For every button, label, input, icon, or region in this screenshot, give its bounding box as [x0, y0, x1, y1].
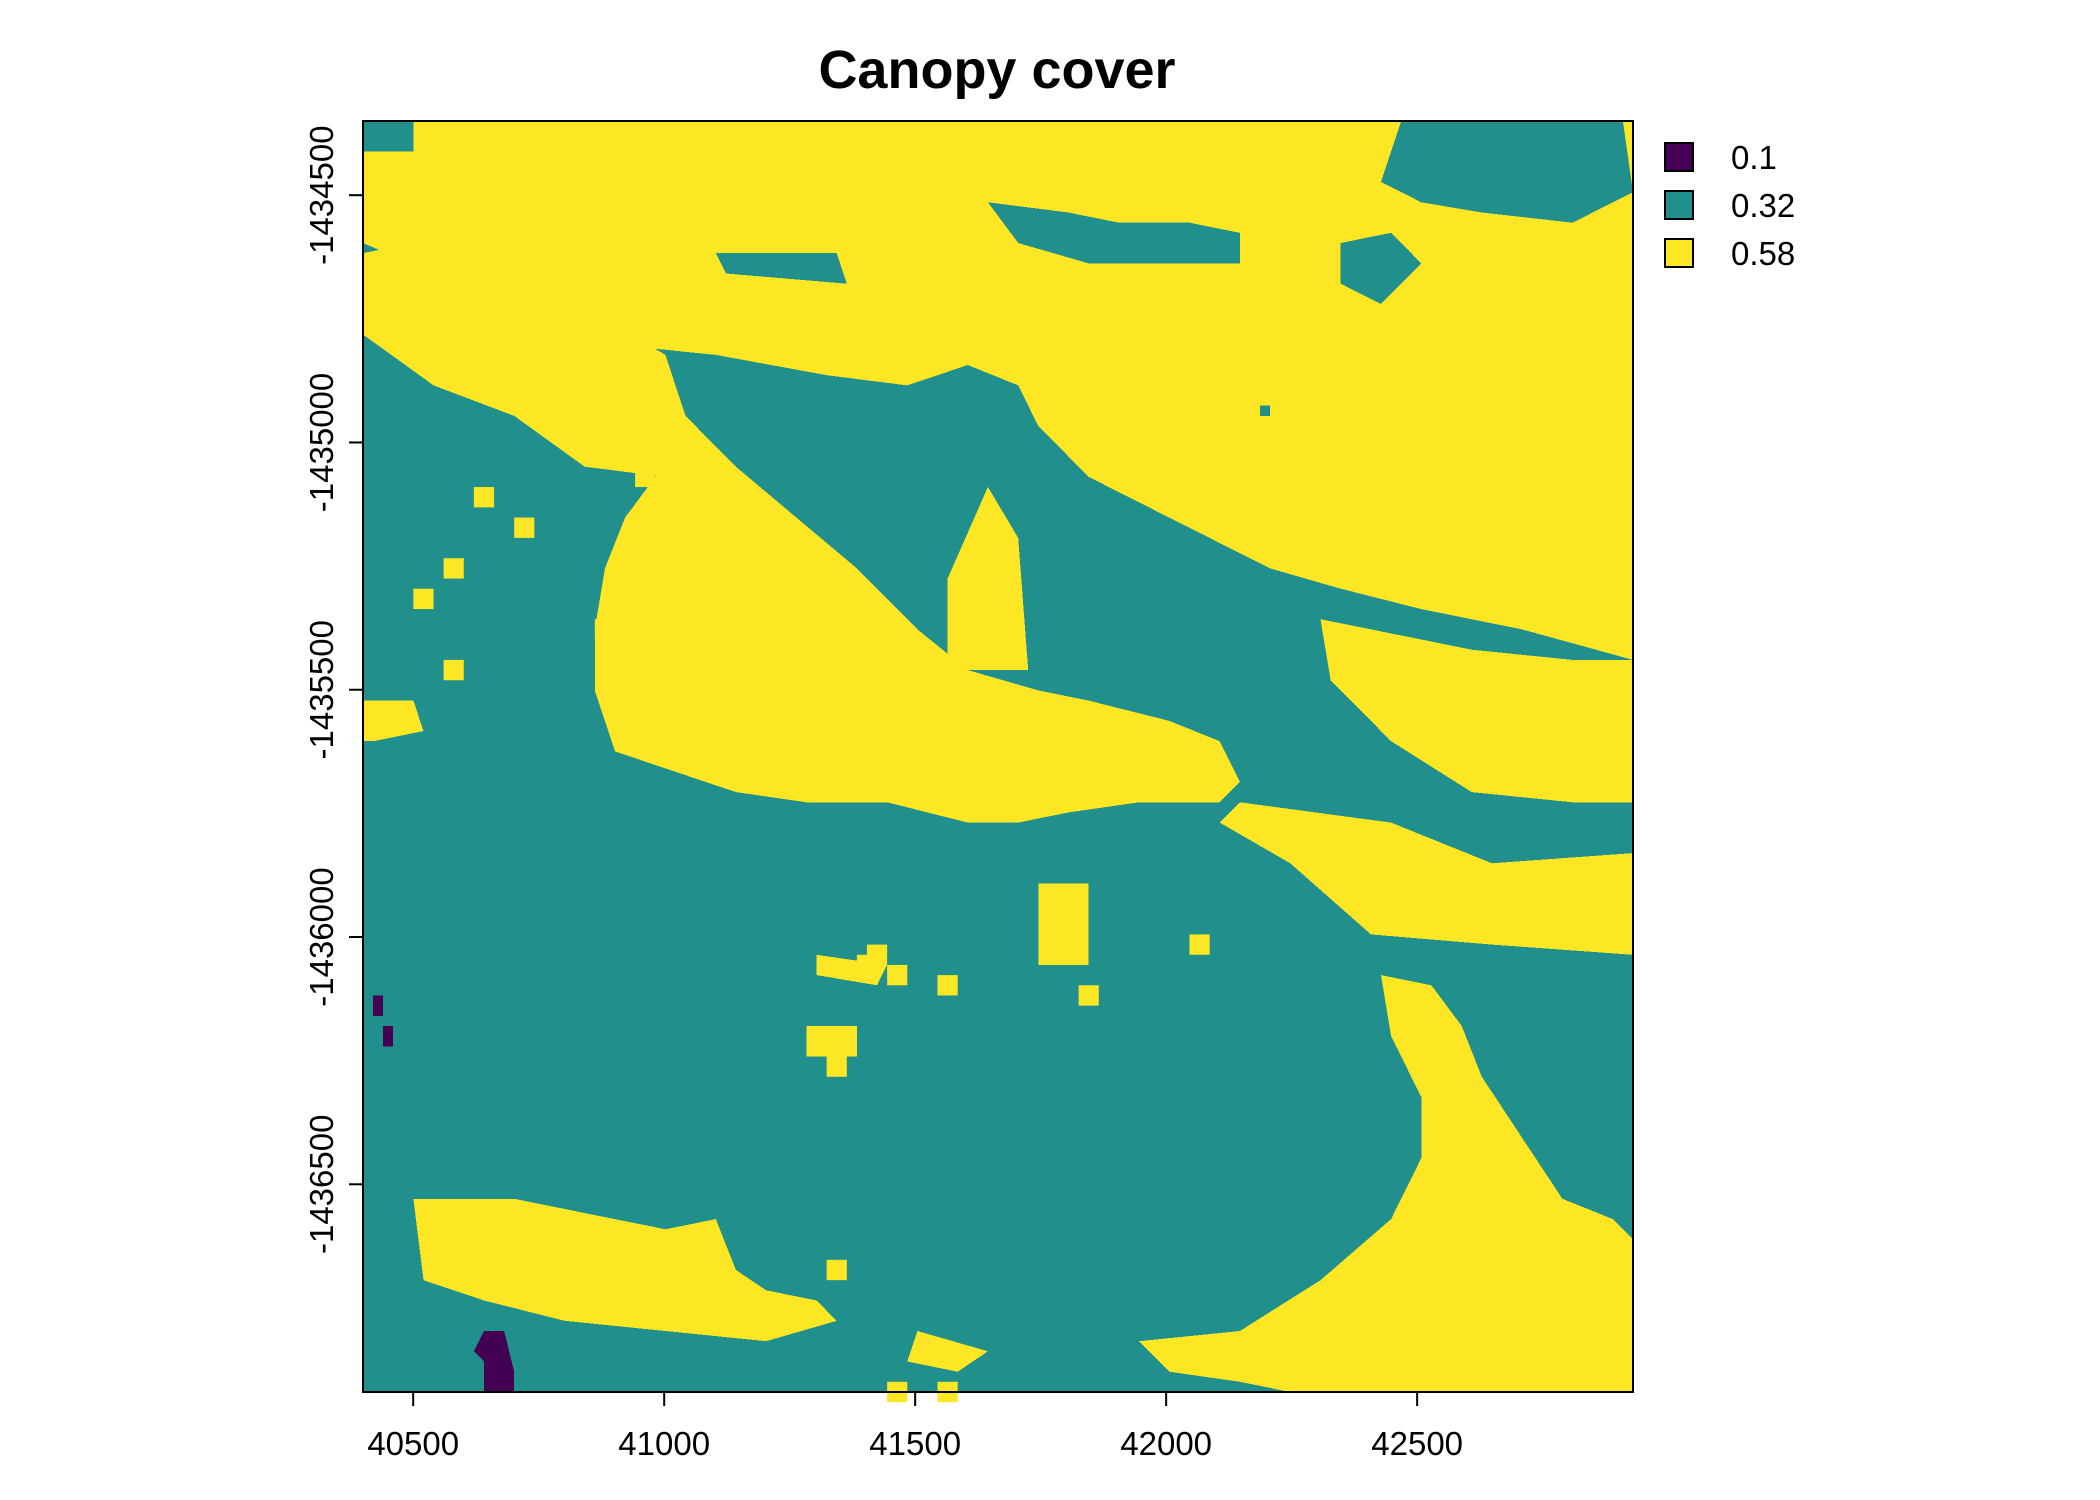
raster-region-058	[1038, 883, 1089, 965]
raster-pixel-058	[866, 944, 888, 965]
raster-region-058	[947, 487, 1029, 671]
raster-pixel-058	[1058, 944, 1079, 965]
legend-swatch	[1664, 238, 1694, 268]
raster-pixel-058	[413, 588, 434, 610]
x-tick-label: 40500	[367, 1425, 459, 1462]
raster-pixel-058	[1078, 985, 1099, 1006]
raster-pixel-058	[373, 710, 394, 732]
raster-pixel-058	[443, 558, 464, 579]
y-tick-label: -1436500	[303, 1115, 340, 1254]
raster-pixel-058	[433, 141, 454, 162]
raster-pixel-058	[635, 466, 656, 488]
y-tick-label: -1435000	[303, 373, 340, 512]
raster-region-032	[1381, 121, 1633, 223]
x-tick-label: 41500	[869, 1425, 961, 1462]
raster-region-058	[806, 1026, 857, 1057]
legend-swatch	[1664, 142, 1694, 172]
raster-pixel-058	[1461, 1300, 1482, 1321]
canopy-cover-raster	[363, 121, 1633, 1403]
raster-region-032	[987, 202, 1240, 264]
raster-region-032	[715, 253, 847, 284]
raster-pixel-058	[1189, 934, 1210, 955]
raster-pixel-058	[826, 1056, 847, 1077]
x-axis: 40500 41000 41500 42000 42500	[367, 1391, 1463, 1462]
raster-region-032	[363, 121, 414, 152]
raster-region-058	[363, 121, 1633, 660]
chart-title: Canopy cover	[818, 40, 1175, 100]
raster-region-058	[413, 1198, 837, 1342]
raster-pixel-058	[1340, 1330, 1361, 1352]
raster-region-01	[373, 995, 384, 1016]
legend-label: 0.32	[1731, 187, 1795, 224]
x-tick-label: 42500	[1371, 1425, 1463, 1462]
legend-label: 0.58	[1731, 235, 1795, 272]
raster-pixel-058	[826, 1259, 847, 1281]
raster-pixel-058	[1471, 1330, 1492, 1352]
raster-region-032	[1340, 232, 1422, 304]
raster-region-032	[1260, 405, 1271, 416]
raster-region-058	[363, 243, 686, 477]
raster-region-058	[1219, 802, 1633, 955]
raster-region-01	[473, 1331, 515, 1392]
raster-pixel-058	[504, 1208, 525, 1230]
legend-swatch	[1664, 190, 1694, 220]
y-tick-label: -1434500	[303, 125, 340, 264]
raster-region-058	[1139, 975, 1633, 1392]
raster-pixel-058	[443, 659, 464, 681]
raster-pixel-058	[473, 487, 495, 508]
y-axis: -1434500 -1435000 -1435500 -1436000 -1436500	[303, 125, 364, 1254]
raster-pixel-058	[514, 517, 535, 538]
raster-pixel-058	[1300, 1371, 1321, 1392]
legend-label: 0.1	[1731, 139, 1777, 176]
x-tick-label: 41000	[618, 1425, 710, 1462]
raster-pixel-058	[937, 975, 958, 996]
y-tick-label: -1435500	[303, 620, 340, 759]
raster-pixel-058	[594, 619, 615, 640]
raster-region-058	[907, 1331, 988, 1372]
legend: 0.1 0.32 0.58	[1664, 139, 1795, 272]
raster-pixel-058	[887, 964, 908, 986]
raster-region-01	[383, 1026, 394, 1047]
raster-region-058	[594, 415, 1240, 823]
raster-pixel-058	[554, 304, 575, 325]
raster-region-032	[867, 405, 968, 487]
y-tick-label: -1436000	[303, 867, 340, 1006]
raster-region-058	[1320, 619, 1633, 803]
x-tick-label: 42000	[1120, 1425, 1212, 1462]
raster-pixel-058	[655, 497, 676, 518]
raster-pixel-058	[614, 212, 636, 233]
